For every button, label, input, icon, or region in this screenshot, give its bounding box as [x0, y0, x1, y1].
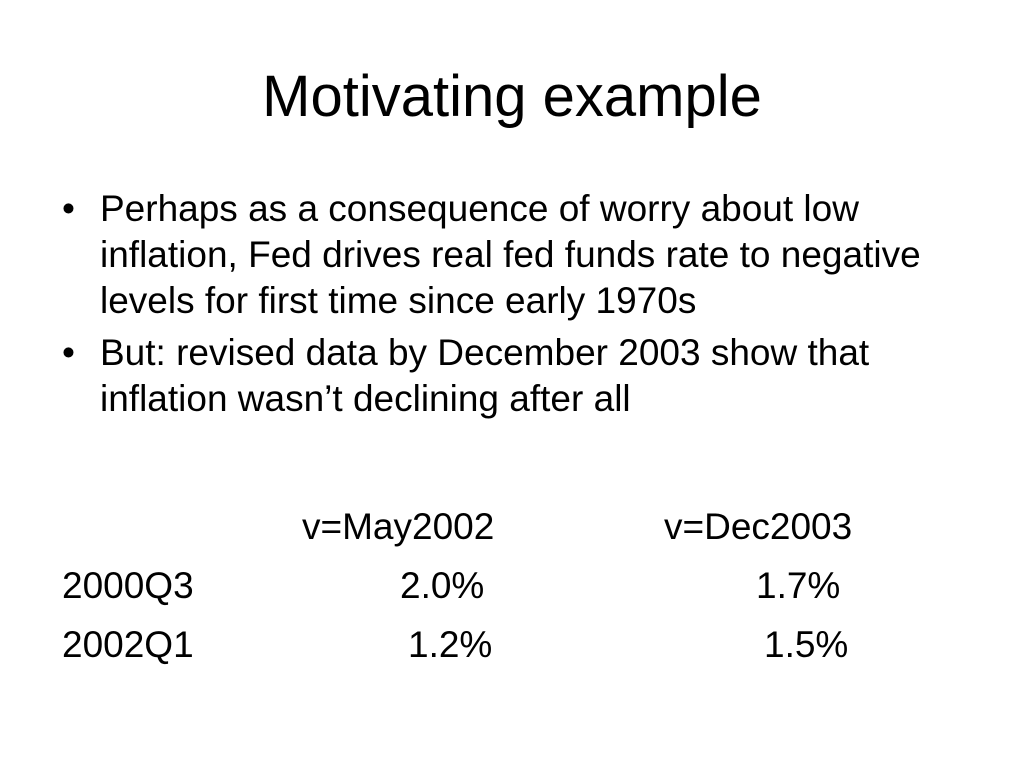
row-label: 2002Q1: [62, 624, 194, 665]
bullet-item: • But: revised data by December 2003 sho…: [62, 330, 982, 422]
table-row: 2002Q1 1.2% 1.5%: [0, 622, 1024, 668]
bullet-text: Perhaps as a consequence of worry about …: [100, 188, 921, 321]
table-row: 2000Q3 2.0% 1.7%: [0, 563, 1024, 609]
bullet-text: But: revised data by December 2003 show …: [100, 332, 870, 419]
column-header-dec2003: v=Dec2003: [664, 506, 853, 547]
value-may2002: 1.2%: [408, 624, 493, 665]
slide-title: Motivating example: [262, 64, 762, 129]
value-dec2003: 1.7%: [756, 565, 841, 606]
table-header-row: v=May2002 v=Dec2003: [0, 504, 1024, 550]
value-may2002: 2.0%: [400, 565, 485, 606]
value-dec2003: 1.5%: [764, 624, 849, 665]
row-label: 2000Q3: [62, 565, 194, 606]
bullet-item: • Perhaps as a consequence of worry abou…: [62, 186, 982, 324]
bullet-list: • Perhaps as a consequence of worry abou…: [62, 186, 982, 428]
bullet-marker-icon: •: [62, 188, 75, 229]
bullet-marker-icon: •: [62, 332, 75, 373]
column-header-may2002: v=May2002: [302, 506, 495, 547]
